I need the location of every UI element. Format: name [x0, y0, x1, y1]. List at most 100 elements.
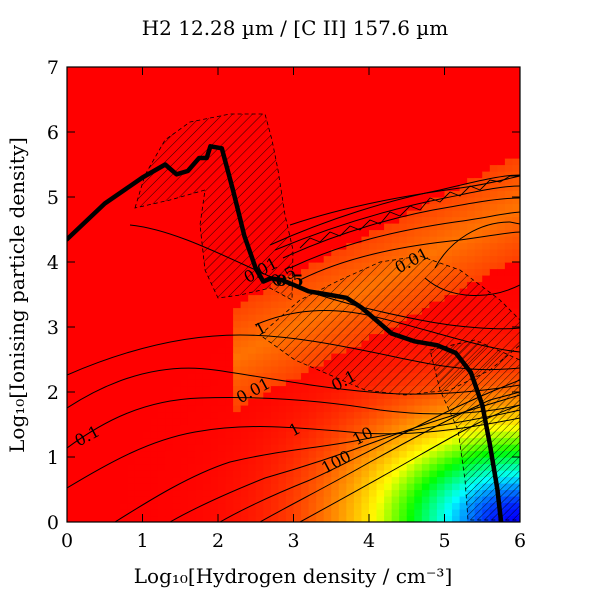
heatmap-cell [180, 353, 189, 361]
heatmap-cell [195, 73, 204, 81]
heatmap-cell [225, 314, 234, 322]
heatmap-cell [142, 385, 151, 393]
heatmap-cell [444, 67, 453, 75]
heatmap-cell [429, 184, 438, 192]
heatmap-cell [316, 424, 325, 432]
heatmap-cell [338, 496, 347, 504]
heatmap-cell [195, 372, 204, 380]
heatmap-cell [74, 242, 83, 250]
heatmap-cell [444, 229, 453, 237]
heatmap-cell [293, 483, 302, 491]
heatmap-cell [459, 112, 468, 120]
heatmap-cell [240, 509, 249, 517]
heatmap-cell [361, 145, 370, 153]
heatmap-cell [97, 463, 106, 471]
heatmap-cell [127, 314, 136, 322]
heatmap-cell [104, 210, 113, 218]
heatmap-cell [112, 112, 121, 120]
heatmap-cell [134, 145, 144, 153]
heatmap-cell [316, 125, 325, 133]
heatmap-cell [89, 132, 98, 140]
heatmap-cell [82, 424, 91, 432]
heatmap-cell [119, 229, 128, 237]
heatmap-cell [240, 294, 249, 302]
heatmap-cell [74, 281, 83, 289]
heatmap-cell [225, 496, 234, 504]
heatmap-cell [512, 223, 520, 231]
heatmap-cell [384, 398, 393, 406]
heatmap-cell [369, 392, 378, 400]
heatmap-cell [233, 327, 242, 335]
heatmap-cell [225, 327, 234, 335]
heatmap-cell [391, 67, 400, 75]
heatmap-cell [74, 470, 83, 478]
heatmap-cell [369, 158, 378, 166]
heatmap-cell [82, 483, 91, 491]
heatmap-cell [489, 275, 498, 283]
heatmap-cell [331, 80, 340, 88]
heatmap-cell [406, 489, 415, 497]
heatmap-cell [233, 93, 242, 101]
heatmap-cell [97, 470, 106, 478]
heatmap-cell [180, 249, 189, 257]
heatmap-cell [270, 444, 279, 452]
heatmap-cell [406, 470, 415, 478]
heatmap-cell [444, 151, 453, 159]
heatmap-cell [421, 132, 430, 140]
heatmap-cell [165, 320, 174, 328]
heatmap-cell [195, 275, 204, 283]
heatmap-cell [452, 73, 461, 81]
heatmap-cell [406, 405, 415, 413]
heatmap-cell [512, 275, 520, 283]
heatmap-cell [452, 119, 461, 127]
heatmap-cell [172, 125, 181, 133]
heatmap-cell [504, 203, 514, 211]
heatmap-cell [157, 268, 166, 276]
heatmap-cell [187, 314, 196, 322]
heatmap-cell [512, 86, 520, 94]
heatmap-cell [331, 463, 340, 471]
heatmap-cell [278, 424, 287, 432]
heatmap-cell [218, 502, 227, 510]
heatmap-cell [172, 262, 181, 270]
heatmap-cell [376, 515, 385, 522]
heatmap-cell [369, 145, 378, 153]
heatmap-cell [82, 249, 91, 257]
heatmap-cell [210, 457, 219, 465]
heatmap-cell [195, 379, 204, 387]
heatmap-cell [376, 444, 385, 452]
heatmap-cell [233, 496, 242, 504]
heatmap-cell [285, 515, 295, 522]
heatmap-cell [97, 229, 106, 237]
heatmap-cell [316, 450, 325, 458]
heatmap-cell [316, 470, 325, 478]
heatmap-cell [353, 106, 363, 114]
heatmap-cell [467, 210, 476, 218]
heatmap-cell [67, 99, 76, 107]
heatmap-cell [399, 476, 408, 484]
heatmap-cell [112, 249, 121, 257]
heatmap-cell [414, 223, 423, 231]
heatmap-cell [436, 145, 446, 153]
heatmap-cell [444, 106, 453, 114]
heatmap-cell [452, 132, 461, 140]
heatmap-cell [82, 314, 91, 322]
heatmap-cell [142, 418, 151, 426]
heatmap-cell [285, 190, 295, 198]
heatmap-cell [202, 73, 212, 81]
heatmap-cell [406, 392, 415, 400]
heatmap-cell [142, 67, 151, 75]
heatmap-cell [119, 327, 128, 335]
heatmap-cell [157, 314, 166, 322]
heatmap-cell [391, 151, 400, 159]
heatmap-cell [421, 431, 430, 439]
heatmap-cell [195, 346, 204, 354]
heatmap-cell [285, 138, 295, 146]
heatmap-cell [338, 249, 347, 257]
heatmap-cell [97, 496, 106, 504]
heatmap-cell [134, 301, 144, 309]
heatmap-cell [353, 431, 363, 439]
heatmap-cell [338, 151, 347, 159]
heatmap-cell [338, 444, 347, 452]
heatmap-cell [293, 398, 302, 406]
